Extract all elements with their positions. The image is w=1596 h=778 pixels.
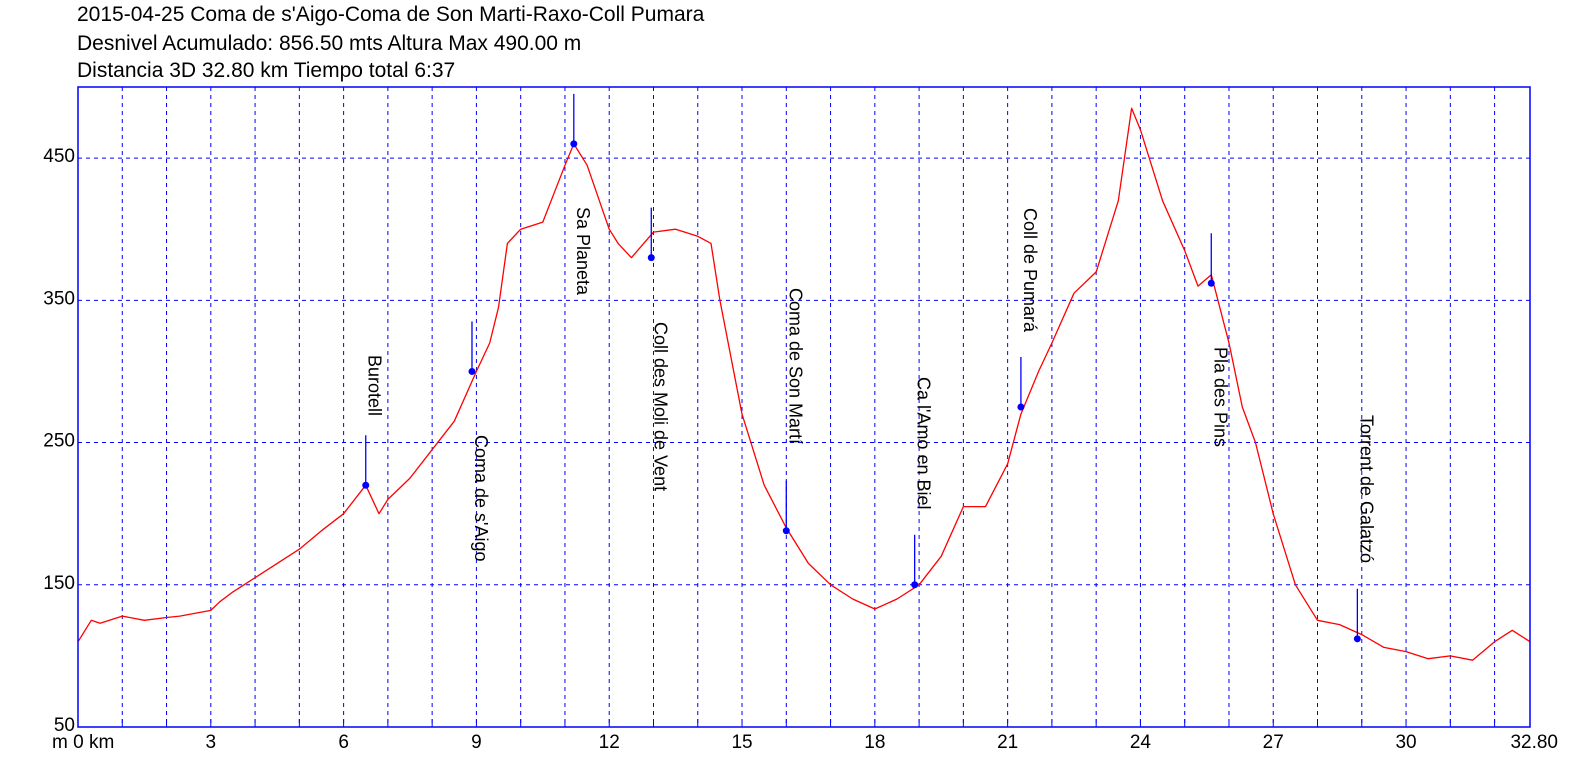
- x-tick-label: 9: [471, 732, 482, 753]
- waypoint-label: Ca l'Amo en Biel: [914, 377, 934, 509]
- waypoint-dot: [911, 581, 919, 589]
- axis-ticks: m 0 km 3 6 9 12 15 18 21 24 27 30 32.80 50 150 250 350 4…: [43, 146, 1558, 753]
- y-tick-label: 50: [54, 715, 75, 736]
- waypoint-dot: [468, 367, 476, 375]
- x-tick-label: 30: [1395, 732, 1416, 753]
- chart-title: 2015-04-25 Coma de s'Aigo-Coma de Son Ma…: [77, 3, 705, 26]
- waypoint-dot: [570, 140, 578, 148]
- waypoint-marker: [911, 534, 919, 589]
- waypoints: Burotell Coma de s'Aigo Sa Planeta Coll des…: [362, 93, 1376, 643]
- x-tick-label: 18: [864, 732, 885, 753]
- waypoint-label: Sa Planeta: [573, 207, 593, 296]
- waypoint-label: Torrent de Galatzó: [1356, 415, 1376, 563]
- waypoint-marker: [570, 93, 578, 148]
- x-tick-label: m 0 km: [52, 732, 114, 753]
- waypoint-marker: [1207, 233, 1215, 287]
- waypoint-dot: [1207, 279, 1215, 287]
- y-tick-label: 150: [43, 573, 75, 594]
- waypoint-label: Coma de Son Martí: [785, 288, 805, 444]
- waypoint-marker: [362, 435, 370, 489]
- elevation-line: [77, 107, 1531, 661]
- grid: [78, 87, 1530, 727]
- waypoint-marker: [468, 321, 476, 375]
- x-tick-label: 12: [599, 732, 620, 753]
- waypoint-dot: [362, 481, 370, 489]
- x-tick-label: 27: [1263, 732, 1284, 753]
- waypoint-marker: [1017, 357, 1025, 411]
- plot-frame: [77, 86, 1531, 728]
- waypoint-marker: [647, 207, 655, 262]
- waypoint-dot: [1353, 635, 1361, 643]
- x-tick-label: 15: [731, 732, 752, 753]
- x-tick-label: 6: [338, 732, 349, 753]
- y-tick-label: 450: [43, 146, 75, 167]
- waypoint-label: Coll de Pumará: [1020, 208, 1040, 333]
- waypoint-marker: [782, 480, 790, 535]
- waypoint-label: Coll des Moli de Vent: [650, 322, 670, 491]
- waypoint-dot: [782, 527, 790, 535]
- elevation-profile: [77, 107, 1531, 661]
- x-tick-label: 21: [997, 732, 1018, 753]
- y-tick-label: 350: [43, 288, 75, 309]
- summary-elevation: Desnivel Acumulado: 856.50 mts Altura Ma…: [77, 32, 582, 55]
- y-tick-label: 250: [43, 431, 75, 452]
- waypoint-dot: [1017, 403, 1025, 411]
- waypoint-marker: [1353, 588, 1361, 643]
- waypoint-dot: [647, 254, 655, 262]
- x-tick-label: 3: [206, 732, 217, 753]
- x-tick-label: 24: [1130, 732, 1152, 753]
- waypoint-label: Burotell: [365, 355, 385, 416]
- x-tick-label: 32.80: [1510, 732, 1558, 753]
- waypoint-label: Pla des Pins: [1210, 347, 1230, 447]
- summary-distance-time: Distancia 3D 32.80 km Tiempo total 6:37: [77, 59, 456, 82]
- waypoint-label: Coma de s'Aigo: [471, 435, 491, 562]
